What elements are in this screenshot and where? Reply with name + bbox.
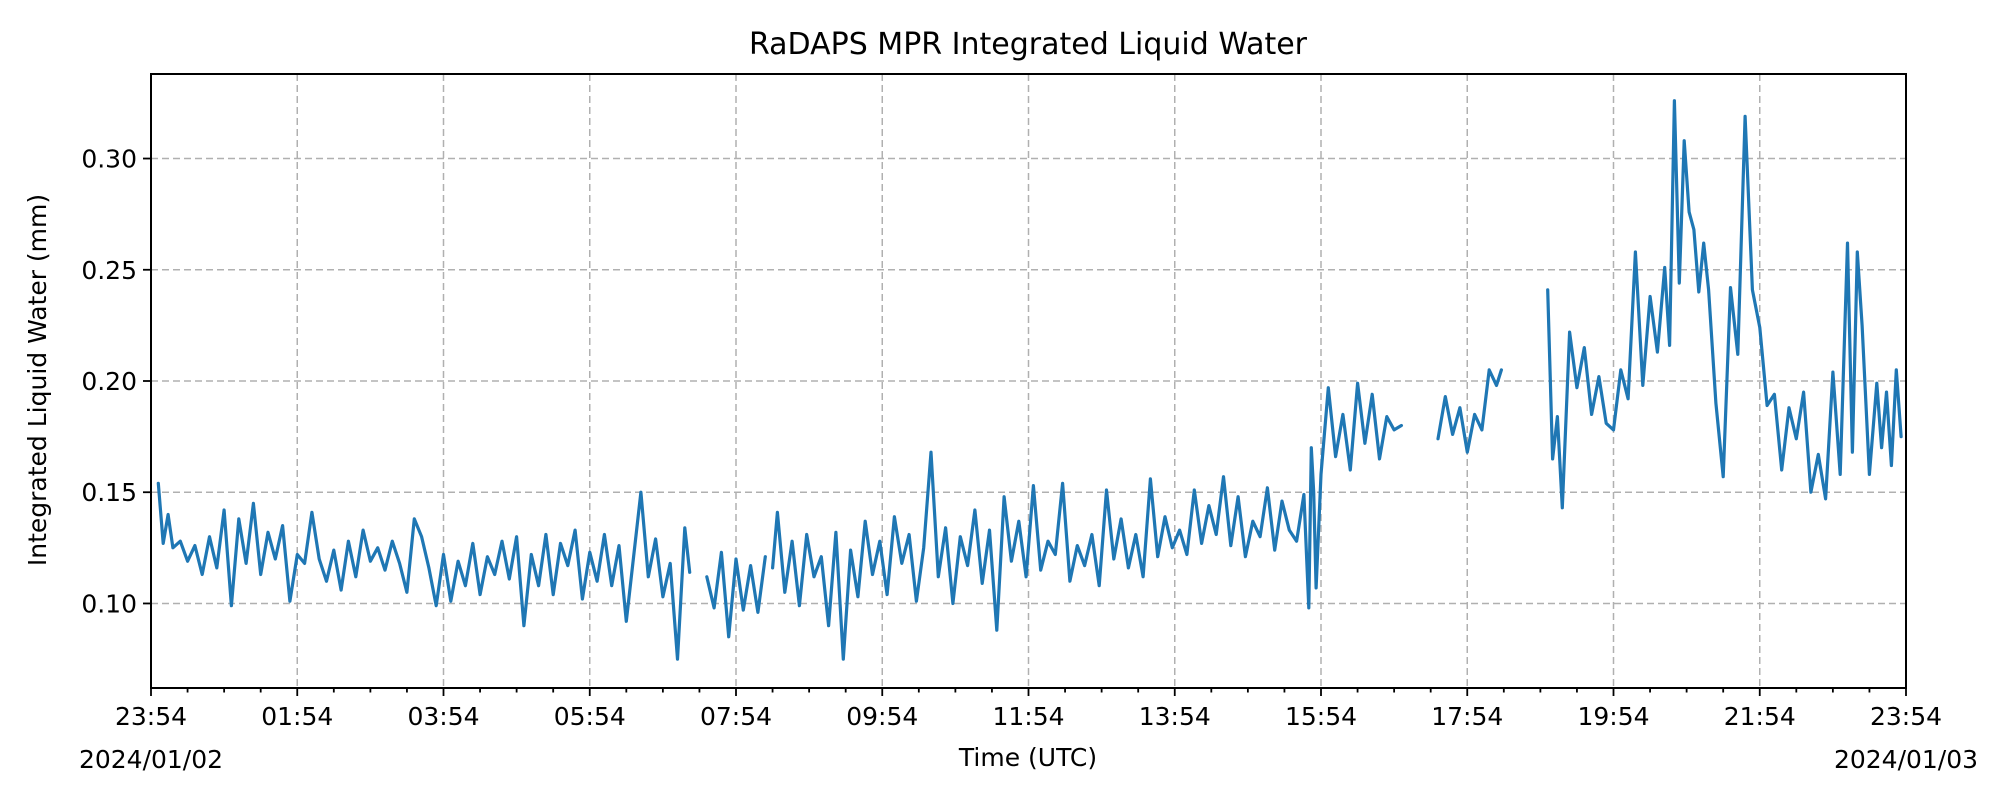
x-axis-label: Time (UTC) <box>958 743 1097 772</box>
y-tick-label: 0.15 <box>81 478 137 507</box>
y-tick-label: 0.20 <box>81 367 137 396</box>
series-line-segment <box>705 550 767 639</box>
y-tick-label: 0.30 <box>81 145 137 174</box>
x-tick-label: 09:54 <box>846 702 918 731</box>
series-line-segment <box>1436 368 1503 454</box>
x-date-end-label: 2024/01/03 <box>1834 745 1978 774</box>
x-tick-label: 01:54 <box>261 702 333 731</box>
x-tick-label: 07:54 <box>700 702 772 731</box>
y-tick-label: 0.25 <box>81 256 137 285</box>
x-tick-label: 15:54 <box>1285 702 1357 731</box>
x-date-start-label: 2024/01/02 <box>79 745 223 774</box>
x-tick-label: 21:54 <box>1724 702 1796 731</box>
x-tick-label: 13:54 <box>1139 702 1211 731</box>
series-layer <box>156 99 1903 661</box>
x-tick-label: 11:54 <box>992 702 1064 731</box>
x-tick-label: 23:54 <box>1870 702 1942 731</box>
y-tick-label: 0.10 <box>81 589 137 618</box>
x-tick-label: 19:54 <box>1577 702 1649 731</box>
series-line-segment <box>1546 99 1903 510</box>
x-tick-label: 03:54 <box>407 702 479 731</box>
grid <box>151 74 1906 688</box>
series-line-segment <box>771 381 1403 661</box>
x-tick-label: 05:54 <box>554 702 626 731</box>
x-tick-label: 23:54 <box>115 702 187 731</box>
y-axis-label: Integrated Liquid Water (mm) <box>23 194 52 566</box>
series-line-segment <box>156 481 692 661</box>
x-tick-label: 17:54 <box>1431 702 1503 731</box>
axes: 23:54 01:54 03:54 05:54 07:54 09:54 11:54 13:54… <box>81 145 1942 731</box>
chart-title: RaDAPS MPR Integrated Liquid Water <box>749 27 1308 62</box>
